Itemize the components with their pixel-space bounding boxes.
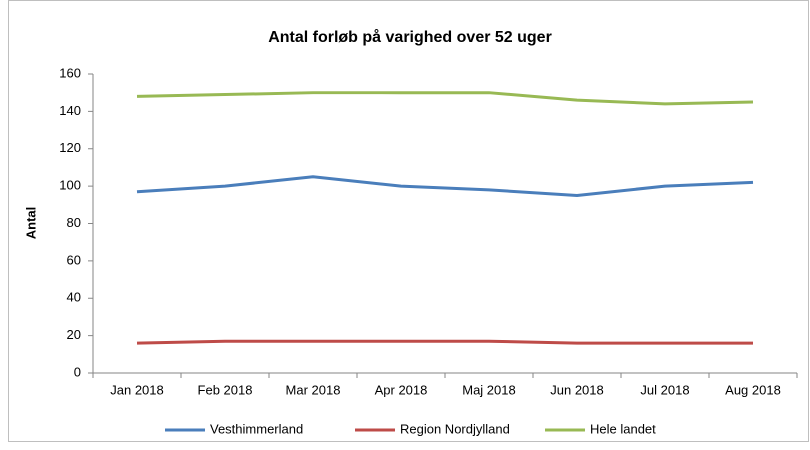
- chart-frame: [8, 0, 809, 442]
- y-tick-label: 20: [67, 327, 81, 342]
- y-tick-label: 160: [59, 65, 81, 80]
- x-tick-label: Maj 2018: [462, 382, 515, 397]
- y-tick-label: 60: [67, 252, 81, 267]
- x-tick-label: Mar 2018: [286, 382, 341, 397]
- series-line: [136, 91, 754, 106]
- y-tick-label: 40: [67, 290, 81, 305]
- x-tick-label: Aug 2018: [725, 382, 781, 397]
- chart-title: Antal forløb på varighed over 52 uger: [268, 28, 552, 46]
- legend-label: Vesthimmerland: [210, 421, 303, 436]
- x-tick-label: Jun 2018: [550, 382, 604, 397]
- series-line: [136, 339, 753, 345]
- y-tick-label: 80: [67, 215, 81, 230]
- legend-label: Hele landet: [590, 421, 656, 436]
- x-tick-label: Apr 2018: [375, 382, 428, 397]
- x-tick-label: Jan 2018: [110, 382, 164, 397]
- series-line: [136, 175, 754, 197]
- y-tick-label: 120: [59, 140, 81, 155]
- y-tick-label: 0: [74, 364, 81, 379]
- y-axis-label: Antal: [23, 207, 38, 240]
- y-tick-label: 140: [59, 103, 81, 118]
- x-tick-label: Jul 2018: [640, 382, 689, 397]
- y-tick-label: 100: [59, 178, 81, 193]
- legend-label: Region Nordjylland: [400, 421, 510, 436]
- x-tick-label: Feb 2018: [198, 382, 253, 397]
